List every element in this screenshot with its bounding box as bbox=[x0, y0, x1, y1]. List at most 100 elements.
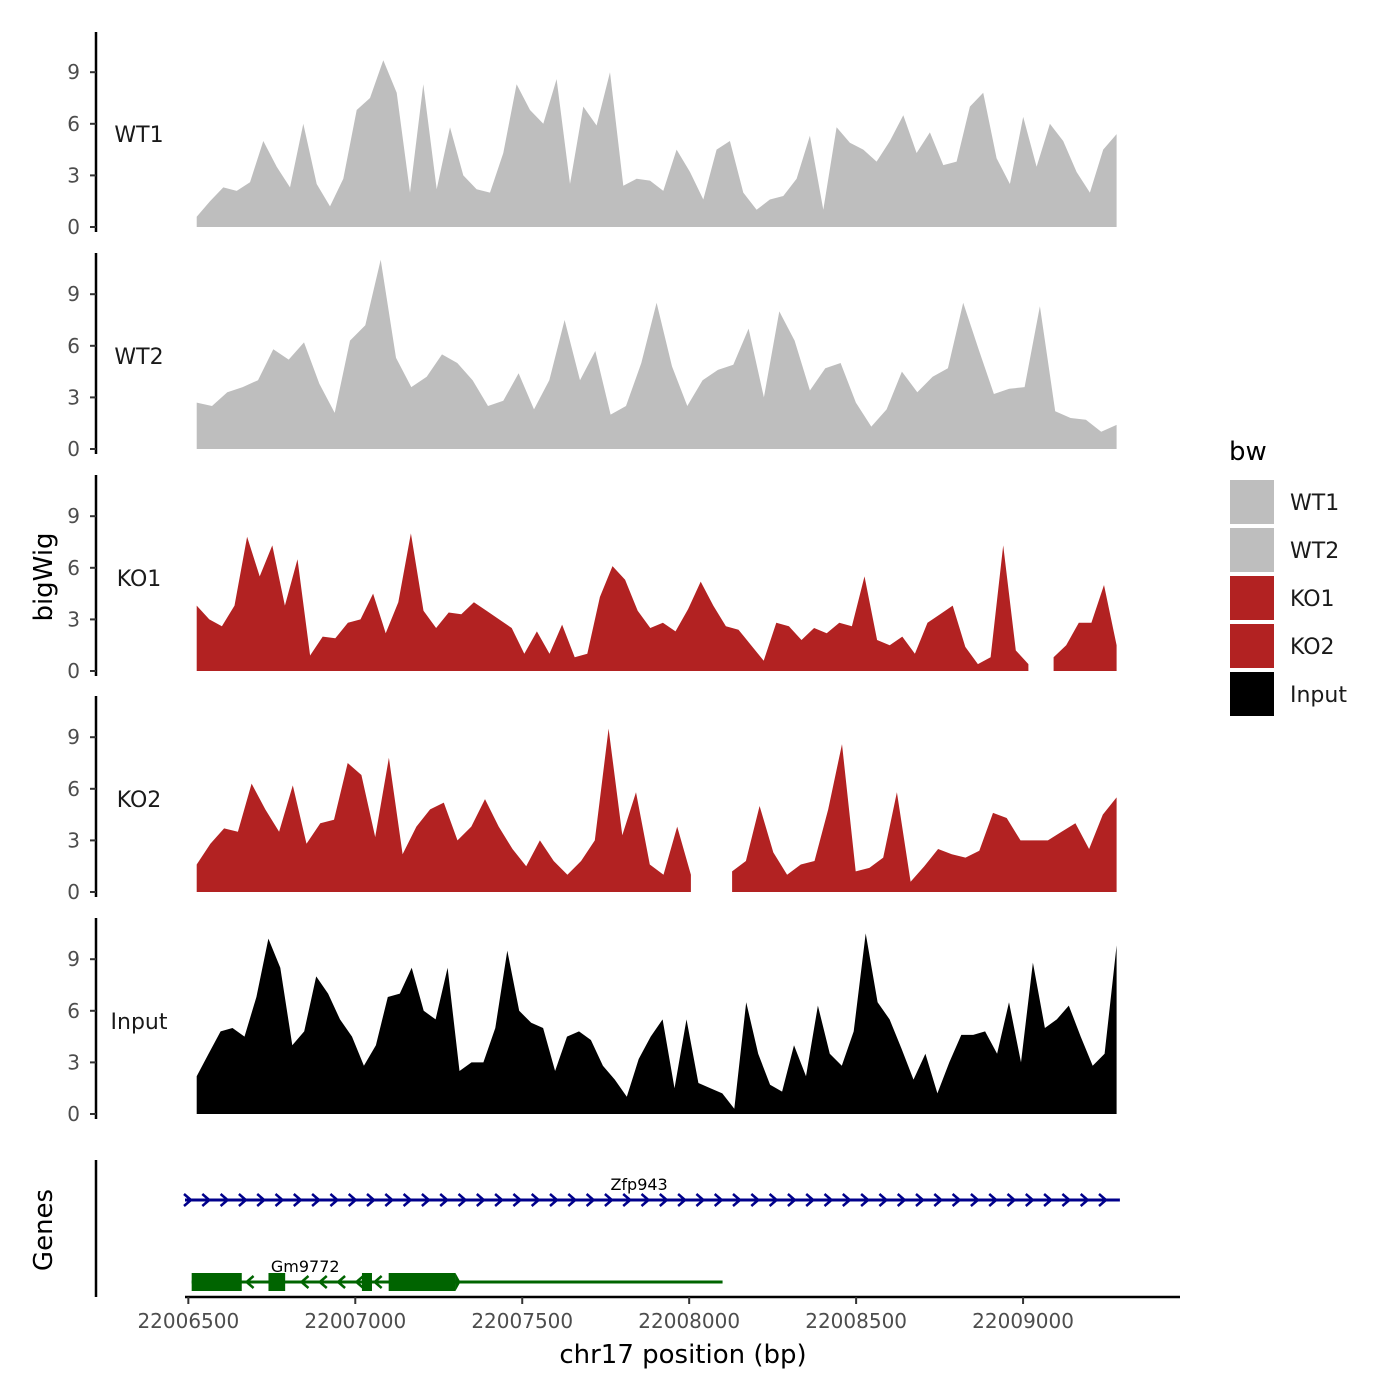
track-label-wt2: WT2 bbox=[114, 345, 163, 370]
strand-arrow bbox=[750, 1193, 761, 1207]
strand-arrow bbox=[311, 1193, 322, 1207]
legend-entry-wt1: WT1 bbox=[1230, 480, 1339, 524]
coverage-area-input-1 bbox=[196, 933, 1117, 1114]
strand-arrow bbox=[347, 1193, 358, 1207]
strand-arrow bbox=[970, 1193, 980, 1207]
track-wt1: 0 3 6 9 WT1 bbox=[67, 32, 1117, 239]
x-tick-label: 22006500 bbox=[137, 1309, 239, 1333]
y-tick-label: 6 bbox=[67, 334, 80, 358]
y-tick-label: 0 bbox=[67, 437, 80, 461]
y-tick-label: 6 bbox=[67, 112, 80, 136]
strand-arrow bbox=[354, 1275, 365, 1289]
legend-entry-wt2: WT2 bbox=[1230, 528, 1339, 572]
strand-arrow bbox=[567, 1193, 578, 1207]
strand-arrow bbox=[951, 1193, 962, 1207]
strand-arrow bbox=[896, 1193, 907, 1207]
legend-label: KO2 bbox=[1290, 635, 1335, 660]
strand-arrow bbox=[1061, 1193, 1072, 1207]
track-ko1: 0 3 6 9 KO1 bbox=[67, 475, 1117, 683]
strand-arrow bbox=[475, 1193, 486, 1207]
strand-arrow bbox=[329, 1193, 340, 1207]
y-axis-input: 0 3 6 9 bbox=[67, 918, 98, 1126]
strand-arrow bbox=[402, 1193, 413, 1207]
strand-arrow bbox=[512, 1193, 523, 1207]
gene-annotation-panel: Gm9772 Zfp943 bbox=[94, 1160, 1120, 1297]
strand-arrow bbox=[219, 1193, 230, 1207]
y-tick-label: 9 bbox=[67, 282, 80, 306]
exon-gm9772 bbox=[388, 1273, 456, 1291]
y-tick-label: 6 bbox=[67, 777, 80, 801]
strand-arrow bbox=[658, 1193, 669, 1207]
y-tick-label: 0 bbox=[67, 880, 80, 904]
y-tick-label: 9 bbox=[67, 725, 80, 749]
track-input: 0 3 6 9 Input bbox=[67, 918, 1117, 1126]
strand-arrow bbox=[299, 1275, 310, 1289]
y-tick-label: 0 bbox=[67, 1102, 80, 1126]
y-tick-label: 9 bbox=[67, 947, 80, 971]
y-tick-label: 9 bbox=[67, 504, 80, 528]
strand-arrow bbox=[256, 1193, 267, 1207]
gene-gm9772: Gm9772 bbox=[191, 1257, 723, 1291]
exon-gm9772 bbox=[268, 1273, 286, 1291]
legend-entry-input: Input bbox=[1230, 672, 1347, 716]
strand-arrow bbox=[1024, 1193, 1035, 1207]
legend: bw WT1 WT2 KO1 KO2 Input bbox=[1229, 437, 1347, 716]
track-ko2: 0 3 6 9 KO2 bbox=[67, 696, 1117, 904]
strand-arrow bbox=[366, 1193, 376, 1207]
strand-arrow bbox=[244, 1275, 255, 1289]
coverage-area-ko1-1 bbox=[196, 533, 1029, 671]
strand-arrow bbox=[677, 1193, 688, 1207]
exon-gm9772 bbox=[361, 1273, 372, 1291]
strand-arrow bbox=[494, 1193, 505, 1207]
strand-arrow bbox=[384, 1193, 395, 1207]
legend-entry-ko1: KO1 bbox=[1230, 576, 1335, 620]
y-tick-label: 6 bbox=[67, 999, 80, 1023]
coverage-area-wt2-1 bbox=[196, 259, 1117, 449]
strand-arrow bbox=[604, 1193, 614, 1207]
legend-swatch bbox=[1230, 528, 1274, 572]
y-tick-label: 3 bbox=[67, 385, 80, 409]
coverage-tracks: 0 3 6 9 WT1 0 3 6 9 WT2 0 3 6 9 KO1 0 3 6 9 KO2 0 3 6 9 Input bbox=[67, 32, 1117, 1126]
track-label-ko2: KO2 bbox=[117, 788, 162, 813]
strand-arrow bbox=[622, 1193, 633, 1207]
y-tick-label: 9 bbox=[67, 60, 80, 84]
y-tick-label: 3 bbox=[67, 1050, 80, 1074]
legend-label: WT2 bbox=[1290, 539, 1339, 564]
gene-label-gm9772: Gm9772 bbox=[271, 1257, 340, 1276]
strand-arrow bbox=[640, 1193, 651, 1207]
track-label-input: Input bbox=[111, 1010, 168, 1035]
strand-arrow bbox=[732, 1193, 742, 1207]
legend-label: WT1 bbox=[1290, 491, 1339, 516]
strand-arrow bbox=[292, 1193, 303, 1207]
strand-arrow bbox=[713, 1193, 724, 1207]
strand-arrow bbox=[1043, 1193, 1054, 1207]
x-axis-title: chr17 position (bp) bbox=[559, 1340, 806, 1370]
strand-arrow bbox=[915, 1193, 925, 1207]
y-tick-label: 3 bbox=[67, 163, 80, 187]
track-label-wt1: WT1 bbox=[114, 123, 163, 148]
legend-swatch bbox=[1230, 480, 1274, 524]
x-tick-label: 22009000 bbox=[972, 1309, 1074, 1333]
x-tick-label: 22007500 bbox=[471, 1309, 573, 1333]
exon-gm9772 bbox=[191, 1273, 242, 1291]
strand-arrow bbox=[585, 1193, 596, 1207]
y-tick-label: 0 bbox=[67, 215, 80, 239]
strand-arrow bbox=[457, 1193, 468, 1207]
strand-arrow bbox=[549, 1193, 559, 1207]
strand-arrow bbox=[933, 1193, 944, 1207]
strand-arrow bbox=[787, 1193, 797, 1207]
y-axis-title: bigWig bbox=[29, 532, 59, 621]
track-wt2: 0 3 6 9 WT2 bbox=[67, 253, 1117, 461]
y-tick-label: 3 bbox=[67, 607, 80, 631]
y-tick-label: 6 bbox=[67, 556, 80, 580]
strand-arrow bbox=[530, 1193, 541, 1207]
strand-arrow bbox=[1079, 1193, 1090, 1207]
strand-arrow bbox=[421, 1193, 431, 1207]
strand-arrow bbox=[823, 1193, 834, 1207]
x-tick-label: 22007000 bbox=[304, 1309, 406, 1333]
y-tick-label: 0 bbox=[67, 659, 80, 683]
strand-arrow bbox=[1098, 1193, 1108, 1207]
legend-title: bw bbox=[1229, 437, 1267, 467]
strand-arrow bbox=[878, 1193, 889, 1207]
